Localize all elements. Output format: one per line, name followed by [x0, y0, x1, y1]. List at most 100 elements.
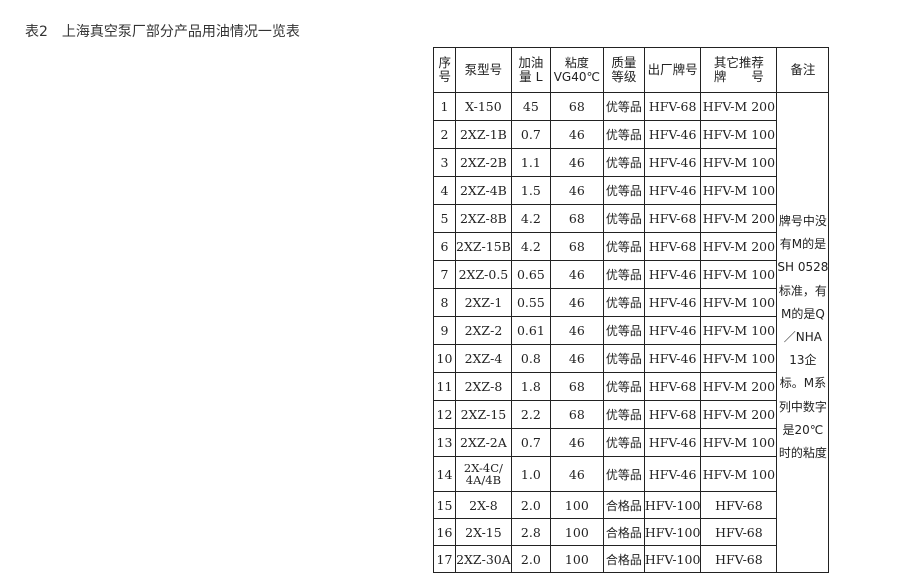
cell-quality-grade: 优等品 [602, 176, 645, 205]
cell-quality-grade: 优等品 [602, 372, 645, 401]
cell-index: 4 [433, 176, 456, 205]
table-row: 3 2XZ-2B 1.1 46 优等品 HFV-46 HFV-M 100 [433, 148, 829, 177]
cell-notes: 牌号中没有M的是SH 0528标准，有M的是Q／NHA 13企标。M系列中数字是… [776, 92, 830, 573]
cell-pump-model: 2XZ-15 [455, 400, 512, 429]
cell-index: 15 [433, 491, 456, 519]
cell-factory-brand: HFV-68 [643, 372, 702, 401]
cell-oil-amount: 1.5 [510, 176, 551, 205]
cell-viscosity: 46 [549, 344, 604, 373]
cell-pump-model: 2XZ-30A [455, 545, 512, 573]
cell-pump-model: 2X-15 [455, 518, 512, 546]
cell-pump-model: X-150 [455, 92, 512, 121]
cell-quality-grade: 优等品 [602, 400, 645, 429]
cell-factory-brand: HFV-46 [643, 456, 702, 492]
cell-factory-brand: HFV-68 [643, 92, 702, 121]
header-recommended-brand: 其它推荐 牌 号 [700, 47, 778, 93]
cell-viscosity: 68 [549, 372, 604, 401]
cell-quality-grade: 优等品 [602, 204, 645, 233]
cell-factory-brand: HFV-46 [643, 148, 702, 177]
cell-viscosity: 46 [549, 120, 604, 149]
cell-pump-model: 2XZ-0.5 [455, 260, 512, 289]
cell-factory-brand: HFV-46 [643, 428, 702, 457]
table-row: 2 2XZ-1B 0.7 46 优等品 HFV-46 HFV-M 100 [433, 120, 829, 149]
header-viscosity: 粘度 VG40℃ [549, 47, 604, 93]
cell-factory-brand: HFV-68 [643, 232, 702, 261]
cell-viscosity: 46 [549, 148, 604, 177]
cell-factory-brand: HFV-100 [643, 545, 702, 573]
cell-viscosity: 100 [549, 491, 604, 519]
cell-index: 14 [433, 456, 456, 492]
table-row: 17 2XZ-30A 2.0 100 合格品 HFV-100 HFV-68 [433, 545, 829, 573]
cell-viscosity: 68 [549, 204, 604, 233]
cell-viscosity: 46 [549, 456, 604, 492]
cell-index: 12 [433, 400, 456, 429]
cell-viscosity: 46 [549, 288, 604, 317]
cell-pump-model: 2XZ-2A [455, 428, 512, 457]
cell-quality-grade: 合格品 [602, 491, 645, 519]
cell-index: 16 [433, 518, 456, 546]
cell-recommended-brand: HFV-M 100 [700, 288, 778, 317]
cell-oil-amount: 4.2 [510, 204, 551, 233]
cell-viscosity: 46 [549, 260, 604, 289]
cell-quality-grade: 优等品 [602, 288, 645, 317]
cell-recommended-brand: HFV-M 100 [700, 428, 778, 457]
table-row: 15 2X-8 2.0 100 合格品 HFV-100 HFV-68 [433, 491, 829, 519]
cell-oil-amount: 0.65 [510, 260, 551, 289]
cell-factory-brand: HFV-68 [643, 400, 702, 429]
cell-factory-brand: HFV-100 [643, 518, 702, 546]
table-row: 12 2XZ-15 2.2 68 优等品 HFV-68 HFV-M 200 [433, 400, 829, 429]
oil-usage-table: 序号 泵型号 加油量 L 粘度 VG40℃ 质量等级 出厂牌号 其它推荐 牌 号… [433, 47, 830, 573]
cell-oil-amount: 2.0 [510, 491, 551, 519]
header-index: 序号 [433, 47, 456, 93]
cell-quality-grade: 优等品 [602, 148, 645, 177]
table-row: 6 2XZ-15B 4.2 68 优等品 HFV-68 HFV-M 200 [433, 232, 829, 261]
cell-index: 8 [433, 288, 456, 317]
cell-viscosity: 46 [549, 316, 604, 345]
cell-recommended-brand: HFV-M 100 [700, 344, 778, 373]
cell-recommended-brand: HFV-M 100 [700, 120, 778, 149]
cell-pump-model: 2XZ-1B [455, 120, 512, 149]
table-row: 7 2XZ-0.5 0.65 46 优等品 HFV-46 HFV-M 100 [433, 260, 829, 289]
cell-oil-amount: 0.7 [510, 120, 551, 149]
cell-recommended-brand: HFV-M 100 [700, 148, 778, 177]
cell-quality-grade: 优等品 [602, 120, 645, 149]
cell-recommended-brand: HFV-M 100 [700, 316, 778, 345]
cell-recommended-brand: HFV-M 200 [700, 372, 778, 401]
cell-pump-model: 2XZ-8 [455, 372, 512, 401]
cell-recommended-brand: HFV-M 100 [700, 260, 778, 289]
cell-oil-amount: 2.2 [510, 400, 551, 429]
cell-recommended-brand: HFV-M 100 [700, 176, 778, 205]
cell-quality-grade: 优等品 [602, 344, 645, 373]
cell-oil-amount: 0.8 [510, 344, 551, 373]
cell-oil-amount: 4.2 [510, 232, 551, 261]
cell-index: 9 [433, 316, 456, 345]
cell-factory-brand: HFV-46 [643, 288, 702, 317]
cell-oil-amount: 0.7 [510, 428, 551, 457]
cell-oil-amount: 1.1 [510, 148, 551, 177]
header-factory-brand: 出厂牌号 [643, 47, 702, 93]
cell-recommended-brand: HFV-M 200 [700, 204, 778, 233]
cell-index: 17 [433, 545, 456, 573]
cell-viscosity: 100 [549, 545, 604, 573]
cell-pump-model: 2X-4C/ 4A/4B [455, 456, 512, 492]
cell-pump-model: 2XZ-8B [455, 204, 512, 233]
cell-pump-model: 2X-8 [455, 491, 512, 519]
cell-factory-brand: HFV-68 [643, 204, 702, 233]
cell-quality-grade: 合格品 [602, 518, 645, 546]
cell-pump-model: 2XZ-2 [455, 316, 512, 345]
cell-oil-amount: 45 [510, 92, 551, 121]
table-row: 14 2X-4C/ 4A/4B 1.0 46 优等品 HFV-46 HFV-M 100 [433, 456, 829, 492]
table-row: 13 2XZ-2A 0.7 46 优等品 HFV-46 HFV-M 100 [433, 428, 829, 457]
cell-viscosity: 46 [549, 176, 604, 205]
cell-quality-grade: 优等品 [602, 456, 645, 492]
cell-pump-model: 2XZ-15B [455, 232, 512, 261]
cell-oil-amount: 1.0 [510, 456, 551, 492]
cell-quality-grade: 优等品 [602, 428, 645, 457]
cell-oil-amount: 1.8 [510, 372, 551, 401]
header-quality-grade: 质量等级 [602, 47, 645, 93]
cell-index: 13 [433, 428, 456, 457]
header-notes: 备注 [776, 47, 830, 93]
table-row: 4 2XZ-4B 1.5 46 优等品 HFV-46 HFV-M 100 [433, 176, 829, 205]
cell-factory-brand: HFV-46 [643, 120, 702, 149]
cell-factory-brand: HFV-46 [643, 260, 702, 289]
